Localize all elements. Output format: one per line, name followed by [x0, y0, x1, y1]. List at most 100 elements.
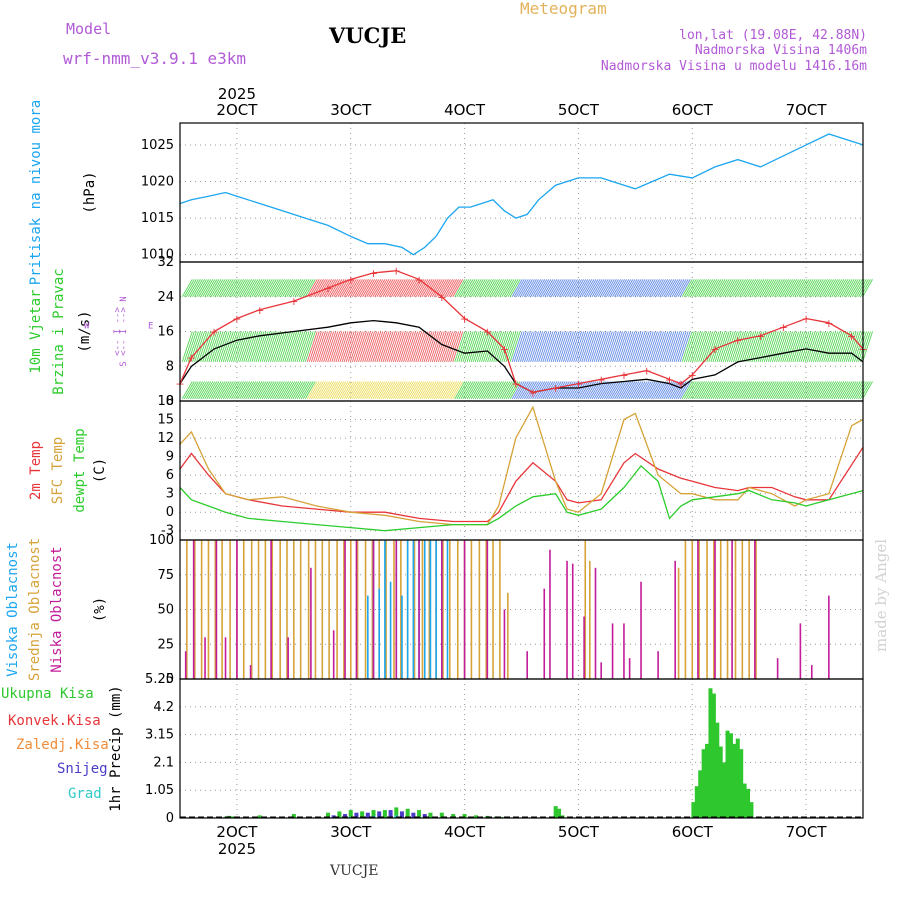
precip-bar-ukupna-kisa [417, 810, 422, 818]
pressure-ytick-label: 1010 [141, 248, 174, 263]
wind-barb-band-low [343, 381, 355, 400]
wind-barb-band-mid [487, 331, 499, 363]
wind-barb-band-mid [673, 331, 685, 363]
wind-barb-band-high [616, 279, 628, 297]
clouds-bar-srednja-oblacnost [706, 540, 708, 679]
wind-barb-band-low [208, 381, 220, 400]
wind-barb-band-low [517, 381, 529, 400]
wind-ytick-label: 8 [166, 359, 174, 374]
wind-barb-band-low [241, 381, 253, 400]
wind-barb-band-mid [360, 331, 372, 363]
wind-barb-band-low [515, 381, 527, 400]
wind-barb-band-high [692, 279, 703, 297]
wind-barb-band-high [421, 279, 433, 297]
wind-barb-band-mid [538, 331, 550, 363]
product-title: Meteogram [520, 0, 607, 18]
wind-barb-band-mid [276, 331, 288, 363]
wind-barb-band-low [417, 381, 429, 400]
wind-barb-band-low [185, 381, 197, 400]
wind-compass-ns: S <-- I --> N [119, 296, 129, 366]
wind-barb-band-high [532, 279, 544, 297]
wind-barb-band-low [347, 381, 359, 400]
wind-barb-band-low [767, 381, 779, 400]
wind-barb-band-low [493, 381, 505, 400]
wind-barb-band-high [649, 279, 660, 297]
wind-barb-band-mid [425, 331, 437, 363]
clouds-bar-srednja-oblacnost [507, 592, 509, 679]
clouds-bar-visoka-oblacnost [423, 540, 426, 679]
wind-barb-band-mid [780, 331, 792, 363]
precip-bar-ukupna-kisa [739, 749, 744, 818]
wind-barb-band-high [302, 279, 314, 297]
precip-bar-snijeg [354, 812, 359, 818]
wind-barb-band-high [493, 279, 505, 297]
wind-barb-band-mid [831, 331, 843, 363]
wind-barb-band-mid [302, 331, 314, 363]
wind-barb-band-high [306, 279, 318, 297]
wind-barb-band-low [743, 381, 755, 400]
wind-barb-band-mid [353, 331, 365, 363]
wind-barb-band-high [610, 279, 621, 297]
wind-barb-band-high [222, 279, 234, 297]
wind-barb-band-mid [847, 331, 859, 363]
wind-barb-band-low [837, 381, 849, 400]
wind-barb-band-mid [694, 331, 706, 363]
wind-barb-band-low [782, 381, 794, 400]
wind-barb-band-mid [257, 331, 269, 363]
wind-barb-band-low [288, 381, 300, 400]
wind-barb-band-low [286, 381, 298, 400]
wind-barb-band-low [351, 381, 363, 400]
wind-barb-band-low [821, 381, 832, 400]
bottom-year-label: 2025 [218, 840, 256, 858]
wind-barb-band-mid [704, 331, 716, 363]
wind-barb-band-mid [429, 331, 441, 363]
wind-barb-band-low [257, 381, 269, 400]
wind-barb-band-low [632, 381, 644, 400]
clouds-bar-srednja-oblacnost [719, 540, 722, 679]
wind-barb-band-low [819, 381, 830, 400]
wind-barb-band-low [468, 381, 480, 400]
wind-barb-band-low [655, 381, 667, 400]
wind-barb-band-high [440, 279, 451, 297]
wind-gust-point: + [676, 378, 685, 391]
wind-barb-band-high [409, 279, 421, 297]
wind-gust-point: + [597, 373, 606, 386]
wind-barb-band-mid [685, 331, 697, 363]
wind-barb-band-low [763, 381, 775, 400]
wind-barb-band-mid [419, 331, 431, 363]
wind-barb-band-low [810, 381, 822, 400]
wind-compass-west: W [84, 322, 90, 332]
clouds-bar-niska-oblacnost [810, 665, 813, 679]
wind-barb-band-low [315, 381, 326, 400]
wind-barb-band-low [608, 381, 619, 400]
wind-barb-band-high [751, 279, 763, 297]
precip-bar-ukupna-kisa [451, 814, 456, 818]
wind-barb-band-low [437, 381, 449, 400]
wind-barb-band-mid [464, 331, 476, 363]
wind-barb-band-high [855, 279, 867, 297]
wind-barb-band-high [226, 279, 238, 297]
wind-barb-band-mid [618, 331, 630, 363]
wind-barb-band-low [698, 381, 710, 400]
wind-barb-band-mid [718, 331, 730, 363]
wind-barb-band-low [390, 381, 402, 400]
top-xtick-label: 6OCT [672, 101, 714, 119]
precip-ylabel: 1hr Precip (mm) [108, 685, 124, 811]
precip-bar-ukupna-kisa [698, 770, 703, 818]
wind-barb-band-high [562, 279, 574, 297]
wind-barb-band-high [839, 279, 851, 297]
wind-barb-band-mid [337, 331, 349, 363]
wind-barb-band-high [327, 279, 339, 297]
precip-panel: 0 1.05 2.1 3.15 4.2 5.25 1hr Precip (mm) 2OCT 3O… [1, 672, 864, 858]
wind-barb-band-high [798, 279, 810, 297]
clouds-bar-srednja-oblacnost [264, 540, 267, 679]
wind-barb-band-low [577, 381, 589, 400]
clouds-bar-srednja-oblacnost [214, 540, 217, 679]
clouds-bar-srednja-oblacnost [221, 540, 223, 679]
wind-barb-band-high [661, 279, 673, 297]
wind-barb-band-mid [829, 331, 841, 363]
wind-barb-band-high [753, 279, 765, 297]
wind-barb-band-mid [560, 331, 572, 363]
clouds-bar-srednja-oblacnost [371, 540, 374, 679]
wind-barb-band-mid [333, 331, 345, 363]
